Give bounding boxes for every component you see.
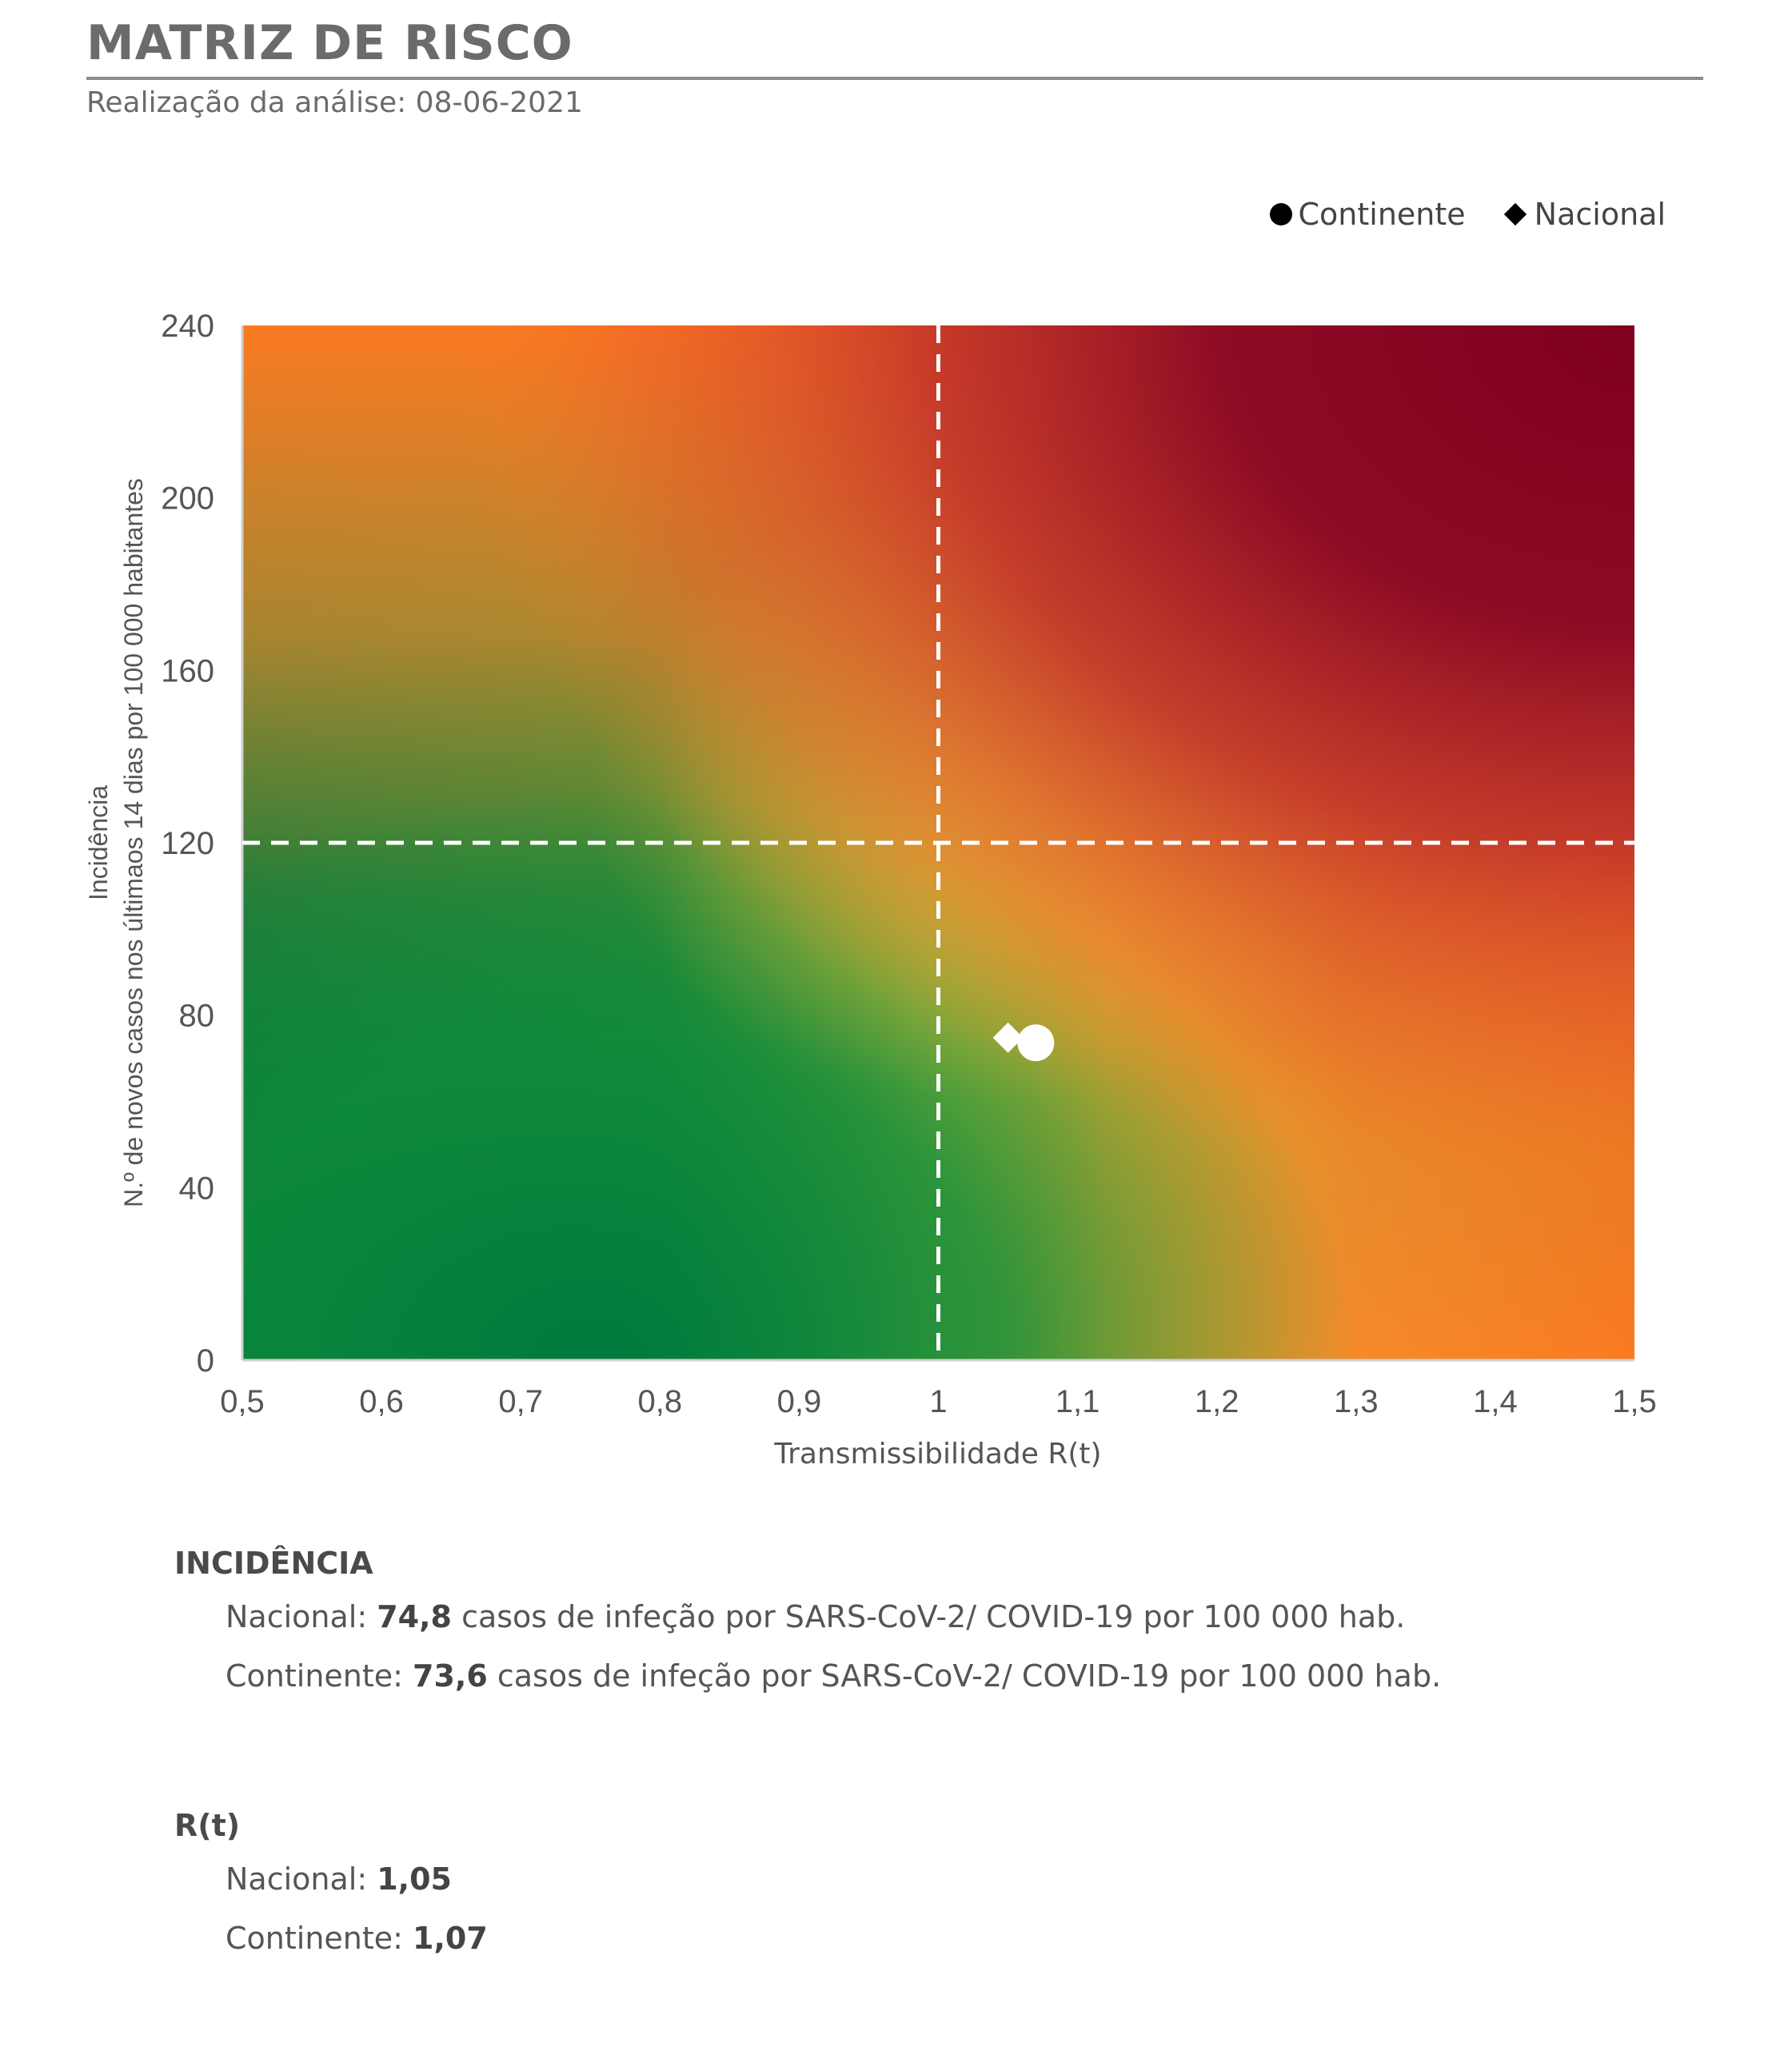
x-tick-label: 1 <box>929 1384 947 1419</box>
x-tick-label: 0,5 <box>220 1384 265 1419</box>
incidence-continente-label: Continente: <box>225 1658 413 1694</box>
point-nacional <box>992 1022 1024 1053</box>
x-tick-labels: 0,5 0,6 0,7 0,8 0,9 1 1,1 1,2 1,3 1,4 1,5 <box>220 1384 1657 1419</box>
chart-legend: Continente Nacional <box>1269 197 1666 232</box>
y-tick-label: 160 <box>161 653 214 688</box>
x-tick-label: 0,8 <box>637 1384 682 1419</box>
x-tick-label: 1,1 <box>1056 1384 1100 1419</box>
y-axis-label-title: Incidência <box>84 785 113 900</box>
y-tick-label: 0 <box>197 1343 214 1379</box>
x-tick-label: 1,2 <box>1195 1384 1239 1419</box>
incidence-heading: INCIDÊNCIA <box>174 1546 373 1581</box>
page-subtitle: Realização da análise: 08-06-2021 <box>86 86 583 119</box>
x-tick-label: 1,4 <box>1473 1384 1518 1419</box>
rt-section: R(t) Nacional: 1,05 Continente: 1,07 <box>174 1802 1694 1968</box>
y-tick-label: 40 <box>179 1171 215 1206</box>
incidence-section: INCIDÊNCIA Nacional: 74,8 casos de infeç… <box>174 1539 1694 1706</box>
y-tick-label: 240 <box>161 309 214 344</box>
y-axis-label-subtitle: N.º de novos casos nos últimaos 14 dias … <box>119 478 148 1207</box>
legend-label-nacional: Nacional <box>1534 197 1666 232</box>
x-tick-label: 0,6 <box>359 1384 404 1419</box>
y-tick-label: 120 <box>161 826 214 861</box>
circle-marker-icon <box>1269 203 1292 225</box>
incidence-continente-suffix: casos de infeção por SARS-CoV-2/ COVID-1… <box>487 1658 1442 1694</box>
x-axis-label: Transmissibilidade R(t) <box>773 1438 1101 1470</box>
header: MATRIZ DE RISCO Realização da análise: 0… <box>86 11 1703 119</box>
summary: INCIDÊNCIA Nacional: 74,8 casos de infeç… <box>174 1539 1694 1968</box>
x-tick-label: 0,7 <box>498 1384 543 1419</box>
rt-nacional-value: 1,05 <box>377 1861 452 1897</box>
incidence-nacional-suffix: casos de infeção por SARS-CoV-2/ COVID-1… <box>452 1599 1406 1634</box>
y-tick-label: 200 <box>161 481 214 517</box>
rt-continente-label: Continente: <box>225 1921 413 1956</box>
rt-heading: R(t) <box>174 1808 241 1843</box>
legend-label-continente: Continente <box>1298 197 1466 232</box>
rt-continente-value: 1,07 <box>413 1921 488 1956</box>
x-tick-label: 0,9 <box>777 1384 822 1419</box>
incidence-continente-value: 73,6 <box>413 1658 488 1694</box>
rt-continente-line: Continente: 1,07 <box>225 1909 1694 1968</box>
title-divider <box>86 77 1703 80</box>
incidence-continente-line: Continente: 73,6 casos de infeção por SA… <box>225 1646 1694 1706</box>
rt-nacional-line: Nacional: 1,05 <box>225 1849 1694 1909</box>
incidence-nacional-label: Nacional: <box>225 1599 377 1634</box>
page-title: MATRIZ DE RISCO <box>86 15 573 71</box>
point-continente <box>1017 1024 1055 1062</box>
legend-item-nacional: Nacional <box>1503 197 1666 232</box>
incidence-nacional-value: 74,8 <box>377 1599 452 1634</box>
legend-item-continente: Continente <box>1269 197 1466 232</box>
x-tick-label: 1,5 <box>1612 1384 1657 1419</box>
y-tick-label: 80 <box>179 999 215 1034</box>
data-points <box>992 1022 1055 1062</box>
x-tick-label: 1,3 <box>1334 1384 1379 1419</box>
risk-matrix-chart: 0,5 0,6 0,7 0,8 0,9 1 1,1 1,2 1,3 1,4 1,5 0 40 80 120… <box>84 309 1657 1470</box>
incidence-nacional-line: Nacional: 74,8 casos de infeção por SARS… <box>225 1587 1694 1646</box>
y-tick-labels: 0 40 80 120 160 200 240 <box>161 309 214 1379</box>
rt-nacional-label: Nacional: <box>225 1861 377 1897</box>
